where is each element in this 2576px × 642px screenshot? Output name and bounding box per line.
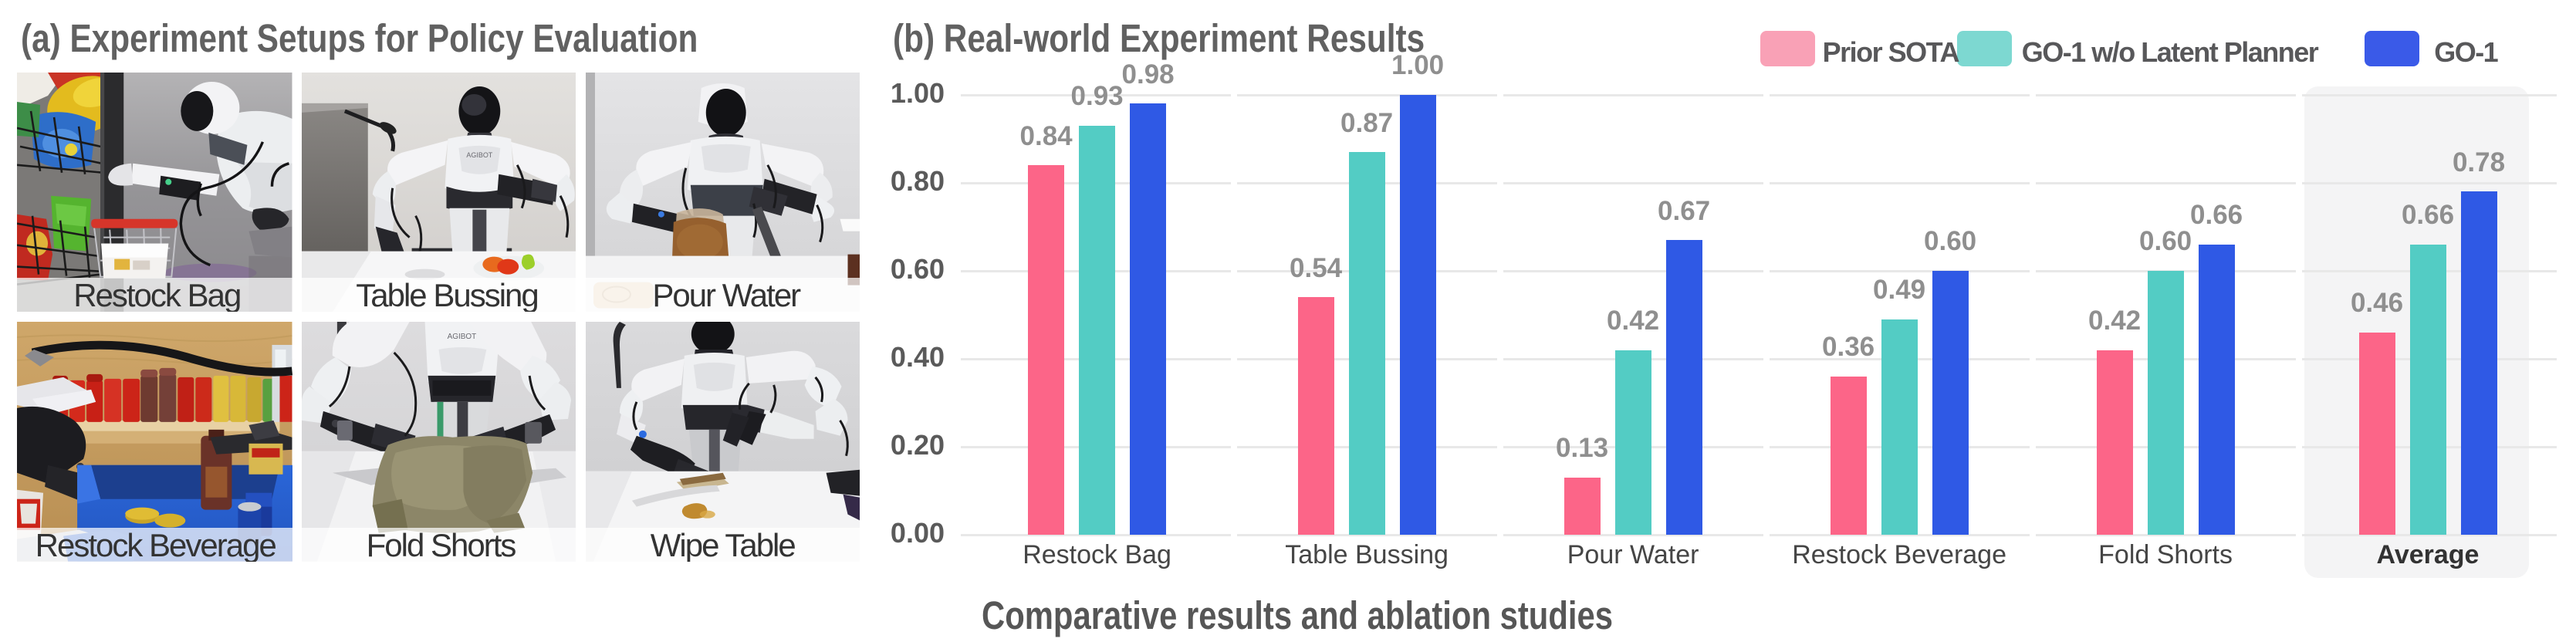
svg-text:AGIBOT: AGIBOT — [448, 333, 477, 341]
svg-text:AGIBOT: AGIBOT — [466, 150, 492, 158]
